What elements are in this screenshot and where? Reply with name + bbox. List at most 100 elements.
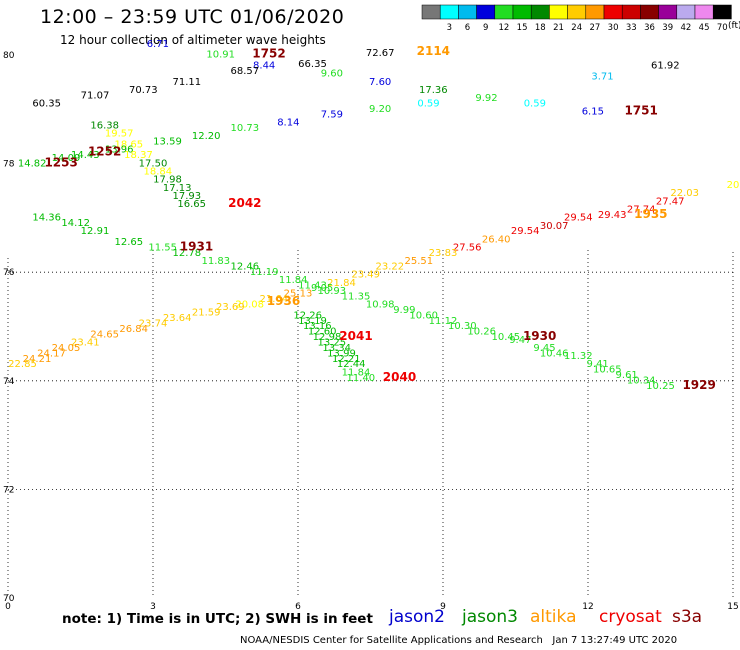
wave-height-value: 66.35	[298, 59, 327, 70]
wave-height-value: 71.11	[173, 77, 202, 88]
legend-swatch	[476, 4, 496, 20]
legend-swatch	[676, 4, 696, 20]
legend-label: 12	[498, 23, 509, 33]
wave-height-value: 14.36	[32, 213, 61, 224]
wave-height-value: 70.73	[129, 85, 158, 96]
credit-text: NOAA/NESDIS Center for Satellite Applica…	[240, 635, 543, 646]
wave-height-value: 9.05	[311, 283, 333, 294]
y-tick-label: 76	[3, 268, 15, 278]
wave-height-value: 21.59	[192, 308, 221, 319]
wave-height-value: 9.20	[369, 104, 391, 115]
wave-height-value: 8.44	[253, 61, 275, 72]
wave-height-value: 6.71	[147, 39, 169, 50]
wave-height-value: 18.84	[144, 166, 173, 177]
wave-height-value: 12.91	[81, 226, 110, 237]
wave-height-value: 27.56	[453, 242, 482, 253]
satellite-cryosat: cryosat	[599, 607, 662, 627]
wave-height-value: 3.71	[591, 71, 613, 82]
pass-time-label: 1930	[523, 329, 556, 343]
legend-label: 27	[589, 23, 600, 33]
legend-label: 33	[626, 23, 637, 33]
wave-height-value: 11.32	[564, 351, 593, 362]
wave-height-value: 17.93	[173, 191, 202, 202]
legend-label: 45	[699, 23, 710, 33]
wave-height-value: 9.41	[587, 359, 609, 370]
wave-height-value: 14.12	[61, 218, 90, 229]
wave-height-value: 12.65	[115, 237, 144, 248]
wave-height-value: 11.55	[148, 242, 177, 253]
wave-height-value: 20.08	[235, 299, 264, 310]
wave-height-value: 6.15	[582, 107, 604, 118]
wave-height-value: 25.51	[405, 256, 434, 267]
wave-height-value: 10.91	[206, 50, 235, 61]
legend-swatch	[567, 4, 587, 20]
wave-height-value: 17.13	[163, 183, 192, 194]
pass-time-label: 2041	[339, 329, 372, 343]
credit-line: NOAA/NESDIS Center for Satellite Applica…	[240, 635, 677, 646]
legend-label: 6	[465, 23, 470, 33]
wave-height-value: 9.61	[616, 370, 638, 381]
satellite-jason2: jason2	[389, 607, 445, 627]
legend-swatch	[658, 4, 678, 20]
wave-height-value: 11.19	[250, 267, 279, 278]
wave-height-value: 23.69	[216, 302, 245, 313]
wave-height-value: 13.25	[318, 338, 347, 349]
legend-swatch	[549, 4, 568, 20]
wave-height-value: 29.54	[511, 226, 540, 237]
wave-height-value: 12.21	[332, 354, 361, 365]
wave-height-value: 17.36	[419, 85, 448, 96]
wave-height-value: 26.40	[482, 234, 511, 245]
wave-height-value: 20	[727, 180, 740, 191]
wave-height-value: 21.64	[260, 294, 289, 305]
wave-height-value: 22.85	[8, 359, 37, 370]
wave-height-value: 10.30	[448, 321, 477, 332]
wave-height-value: 9.60	[321, 69, 343, 80]
legend-label: 18	[535, 23, 546, 33]
footer-note: note: 1) Time is in UTC; 2) SWH is in fe…	[62, 611, 373, 627]
wave-height-value: 11.84	[279, 275, 308, 286]
generated-timestamp: Jan 7 13:27:49 UTC 2020	[552, 635, 678, 646]
wave-height-value: 21.84	[327, 278, 356, 289]
legend-swatch	[712, 4, 732, 20]
wave-height-value: 24.17	[37, 348, 66, 359]
wave-height-value: 0.59	[524, 99, 546, 110]
wave-height-value: 14.82	[18, 158, 47, 169]
wave-height-value: 61.92	[651, 61, 680, 72]
wave-height-value: 8.14	[277, 118, 299, 129]
wave-height-value: 68.57	[231, 66, 260, 77]
legend-swatch	[458, 4, 477, 20]
pass-time-label: 2042	[228, 196, 261, 210]
wave-height-value: 60.35	[32, 99, 61, 110]
wave-height-value: 24.65	[90, 329, 119, 340]
legend-swatch	[494, 4, 514, 20]
wave-height-value: 16.65	[177, 199, 206, 210]
x-tick-label: 6	[295, 602, 301, 612]
wave-height-value: 0.59	[417, 99, 439, 110]
wave-height-value: 14.43	[71, 150, 100, 161]
pass-labels: 1752 2114 1751 1252 1253 2042 1935 1931 1936 2041…	[44, 44, 715, 392]
wave-height-value: 11.83	[202, 256, 231, 267]
wave-height-value: 27.74	[627, 204, 656, 215]
chart-subtitle: 12 hour collection of altimeter wave hei…	[60, 33, 326, 47]
wave-height-value: 23.49	[351, 270, 380, 281]
satellite-jason3: jason3	[462, 607, 518, 627]
wave-height-value: 19.57	[105, 128, 134, 139]
legend-swatch	[621, 4, 641, 20]
wave-height-value: 7.60	[369, 77, 391, 88]
color-legend: 3 6 9 12 15 18 21 24 27 30 33 36 39 42 45 70	[421, 4, 732, 33]
wave-height-value: 16.38	[90, 120, 119, 131]
wave-height-value: 12.44	[337, 359, 366, 370]
x-tick-label: 3	[150, 602, 156, 612]
wave-height-value: 9.99	[393, 305, 415, 316]
wave-height-value: 23.64	[163, 313, 192, 324]
wave-height-value: 12.60	[308, 327, 337, 338]
legend-swatch	[640, 4, 659, 20]
wave-height-value: 10.46	[540, 348, 569, 359]
legend-label: 3	[447, 23, 452, 33]
wave-height-value: 12.78	[173, 248, 202, 259]
wave-height-value: 24.05	[52, 343, 81, 354]
wave-height-value: 11.43	[298, 280, 327, 291]
wave-height-value: 11.12	[429, 316, 458, 327]
